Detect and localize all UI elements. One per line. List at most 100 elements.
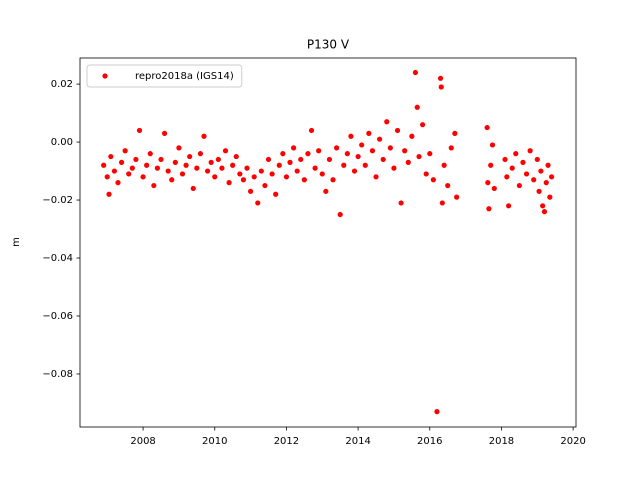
point (161, 130, 168, 136)
point (504, 174, 510, 180)
point (172, 159, 178, 165)
legend-marker (102, 73, 108, 79)
point (283, 174, 290, 180)
point (111, 168, 118, 174)
point (491, 185, 497, 192)
point (344, 151, 350, 157)
point (154, 165, 161, 171)
point (237, 171, 243, 177)
x-tick-label: 2020 (560, 436, 585, 447)
point (452, 130, 458, 136)
point (255, 200, 261, 206)
point (108, 153, 114, 160)
point (118, 159, 125, 165)
point (369, 148, 376, 154)
point (391, 165, 397, 171)
point (165, 168, 171, 174)
x-tick-label: 2016 (417, 436, 442, 447)
point (488, 162, 494, 168)
point (305, 151, 311, 157)
point (414, 104, 420, 110)
point (290, 145, 297, 151)
y-tick-label: −0.08 (42, 369, 73, 380)
point (366, 130, 372, 136)
point (420, 122, 426, 128)
point (412, 69, 419, 76)
y-tick-label: 0.02 (51, 79, 73, 90)
point (179, 171, 186, 177)
point (212, 174, 218, 180)
point (269, 171, 275, 177)
point (527, 148, 533, 154)
point (341, 162, 347, 168)
point (251, 174, 257, 180)
point (439, 200, 445, 206)
point (169, 177, 175, 183)
point (423, 171, 429, 177)
point (416, 153, 422, 160)
point (540, 203, 546, 209)
point (513, 151, 519, 157)
point (486, 206, 492, 212)
point (151, 182, 157, 189)
point (377, 136, 383, 142)
point (373, 174, 379, 180)
point (437, 75, 444, 81)
point (441, 162, 447, 168)
point (445, 182, 451, 189)
point (106, 191, 112, 197)
point (226, 180, 232, 186)
x-tick-label: 2018 (489, 436, 514, 447)
point (187, 153, 193, 160)
point (398, 200, 404, 206)
point (520, 159, 526, 165)
point (351, 168, 358, 174)
point (330, 177, 336, 183)
chart-title: P130 V (307, 38, 350, 52)
point (326, 156, 333, 163)
point (194, 165, 200, 171)
point (276, 162, 282, 168)
point (523, 171, 530, 177)
point (258, 168, 264, 174)
point (536, 188, 542, 194)
point (208, 159, 214, 165)
point (506, 203, 512, 209)
point (298, 156, 304, 163)
point (438, 84, 444, 90)
plot-frame (79, 57, 577, 428)
y-axis-label: m (11, 237, 22, 247)
x-tick-label: 2014 (345, 436, 370, 447)
legend-label: repro2018a (IGS14) (135, 71, 234, 82)
point (502, 156, 508, 163)
point (387, 145, 393, 151)
point (215, 156, 221, 163)
point (122, 148, 128, 154)
point (301, 177, 307, 183)
point (222, 148, 229, 154)
point (543, 180, 549, 186)
point (384, 119, 390, 125)
point (448, 145, 454, 151)
point (144, 162, 150, 168)
point (262, 182, 268, 189)
point (489, 142, 496, 148)
point (129, 165, 135, 171)
point (547, 194, 553, 200)
point (287, 159, 293, 165)
point (147, 151, 153, 157)
point (337, 211, 343, 218)
point (316, 148, 322, 154)
point (434, 409, 440, 415)
point (197, 151, 204, 157)
point (323, 188, 329, 194)
point (319, 171, 325, 177)
point (355, 153, 361, 160)
point (204, 168, 211, 174)
point (485, 180, 491, 186)
point (247, 188, 254, 194)
point (380, 156, 386, 163)
y-tick-label: −0.06 (42, 311, 73, 322)
point (219, 165, 225, 171)
